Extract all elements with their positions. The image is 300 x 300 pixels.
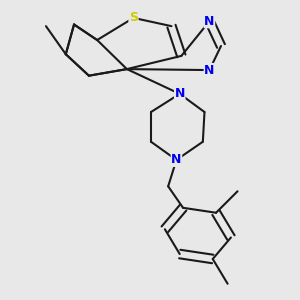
- Text: N: N: [204, 64, 214, 76]
- Text: S: S: [129, 11, 138, 24]
- Text: N: N: [171, 153, 182, 167]
- Text: N: N: [175, 87, 185, 101]
- Text: N: N: [204, 15, 214, 28]
